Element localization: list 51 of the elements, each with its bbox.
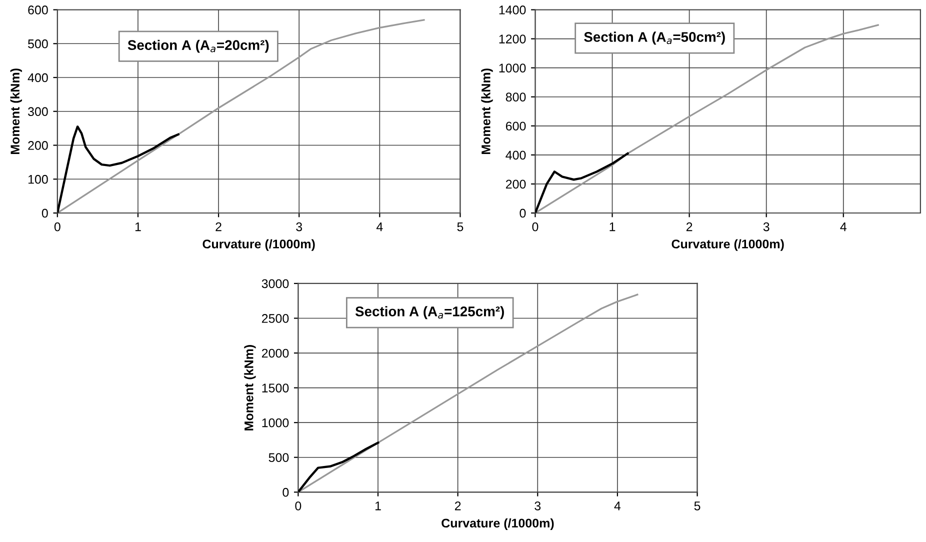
annotation: Section A (A$_{a}$=20cm²): [128, 40, 269, 53]
y-tick-label: 400: [506, 150, 526, 160]
line-series: [298, 294, 638, 492]
y-tick-label: 200: [506, 180, 526, 189]
y-tick-label: 2500: [262, 314, 289, 323]
y-tick-label: 0: [282, 488, 289, 497]
x-axis-title: Curvature (/1000m): [202, 239, 315, 251]
y-tick-label: 400: [28, 73, 48, 82]
x-axis-title: Curvature (/1000m): [672, 239, 784, 251]
x-tick-label: 5: [457, 222, 464, 232]
y-tick-label: 1500: [262, 384, 289, 392]
x-tick-label: 3: [296, 222, 302, 232]
x-tick-label: 0: [295, 501, 302, 510]
line-series: [535, 24, 879, 214]
x-tick-label: 2: [216, 222, 222, 232]
x-tick-label: 1: [135, 222, 141, 232]
y-tick-label: 100: [28, 174, 48, 184]
x-tick-label: 2: [454, 501, 461, 510]
y-axis-title: Moment (kNm): [10, 68, 22, 154]
x-tick-label: 0: [532, 222, 538, 232]
annotation: Section A (A$_{a}$=50cm²): [584, 32, 725, 45]
y-tick-label: 800: [506, 92, 526, 102]
x-tick-label: 4: [614, 502, 621, 510]
y-axis-title: Moment (kNm): [244, 345, 256, 430]
y-tick-label: 3000: [262, 279, 289, 288]
y-axis-title: Moment (kNm): [481, 68, 493, 154]
x-tick-label: 5: [694, 502, 700, 510]
y-tick-label: 1000: [262, 418, 289, 428]
x-tick-label: 3: [763, 222, 770, 232]
y-tick-label: 2000: [262, 348, 289, 358]
x-tick-label: 4: [376, 222, 383, 232]
y-tick-label: 300: [28, 107, 48, 116]
annotation: Section A (A$_{a}$=125cm²): [355, 306, 504, 320]
y-tick-label: 0: [42, 208, 48, 218]
y-tick-label: 500: [268, 453, 289, 462]
x-tick-label: 1: [610, 222, 616, 232]
y-tick-label: 200: [28, 141, 48, 150]
y-tick-label: 1000: [499, 64, 526, 72]
y-tick-label: 600: [506, 122, 526, 131]
y-tick-label: 500: [28, 39, 48, 48]
x-tick-label: 0: [54, 222, 60, 232]
x-axis-title: Curvature (/1000m): [442, 518, 554, 530]
x-tick-label: 3: [534, 501, 541, 510]
y-tick-label: 0: [520, 208, 526, 218]
x-tick-label: 2: [686, 222, 692, 232]
x-tick-label: 1: [375, 502, 381, 510]
y-tick-label: 600: [28, 6, 48, 14]
y-tick-label: 1200: [499, 34, 526, 44]
line-series: [57, 19, 425, 214]
y-tick-label: 1400: [499, 6, 526, 14]
x-tick-label: 4: [840, 222, 847, 232]
